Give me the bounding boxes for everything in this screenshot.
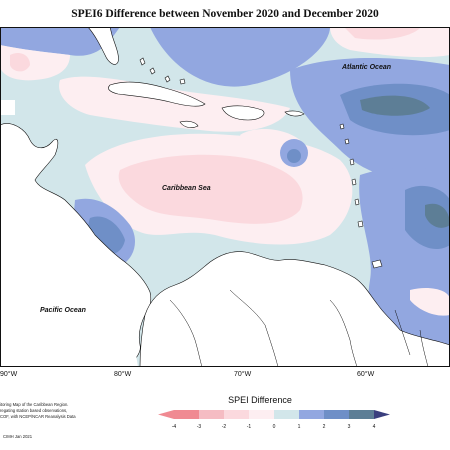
legend-tick-label: 1 — [297, 424, 301, 430]
legend-swatch — [224, 410, 250, 419]
credit-text: CIMH Jan 2021 — [3, 434, 33, 439]
note-line: COF, with NCEP/NCAR Reanalysis Data — [0, 413, 76, 419]
atlantic-ocean-label: Atlantic Ocean — [341, 64, 391, 71]
legend-tick-label: 4 — [372, 424, 376, 430]
note-line: regating station based observations, — [0, 407, 68, 413]
legend-swatch — [349, 410, 375, 419]
legend-swatch — [199, 410, 225, 419]
map-note: itoring Map of the Caribbean Region. reg… — [0, 402, 76, 419]
legend-tick-label: -3 — [196, 424, 202, 430]
map-title: SPEI6 Difference between November 2020 a… — [71, 8, 379, 20]
pacific-ocean-area — [0, 250, 138, 367]
legend-tick-label: 3 — [347, 424, 351, 430]
legend-swatch — [249, 410, 275, 419]
legend-tick-label: -2 — [221, 424, 227, 430]
legend-tick-label: -4 — [171, 424, 177, 430]
legend-end-arrow — [158, 410, 174, 419]
negative-region — [118, 154, 303, 224]
legend-tick-label: 0 — [272, 424, 276, 430]
longitude-label: 80°W — [114, 371, 132, 378]
negative-region — [410, 288, 450, 316]
negative-region — [10, 53, 30, 72]
legend-swatch — [324, 410, 350, 419]
legend-swatch — [274, 410, 300, 419]
spei-map: Atlantic Ocean Caribbean Sea Pacific Oce… — [0, 27, 450, 367]
legend-title: SPEI Difference — [228, 395, 292, 405]
positive-region — [425, 203, 450, 228]
country-borders — [169, 289, 429, 367]
legend-end-arrow — [374, 410, 390, 419]
legend-tick-label: -1 — [246, 424, 252, 430]
positive-region — [360, 95, 430, 116]
positive-region — [0, 27, 120, 56]
legend-tick-label: 2 — [322, 424, 326, 430]
negative-region — [345, 28, 420, 40]
color-legend — [158, 410, 390, 419]
caribbean-sea-label: Caribbean Sea — [162, 185, 211, 192]
legend-swatch — [299, 410, 325, 419]
longitude-label: 70°W — [234, 371, 252, 378]
positive-region — [287, 149, 301, 163]
longitude-label: 60°W — [357, 371, 375, 378]
longitude-label: 90°W — [0, 371, 18, 378]
legend-swatch — [174, 410, 200, 419]
note-line: itoring Map of the Caribbean Region. — [0, 402, 69, 407]
pacific-ocean-label: Pacific Ocean — [40, 307, 86, 314]
positive-region — [150, 27, 330, 87]
